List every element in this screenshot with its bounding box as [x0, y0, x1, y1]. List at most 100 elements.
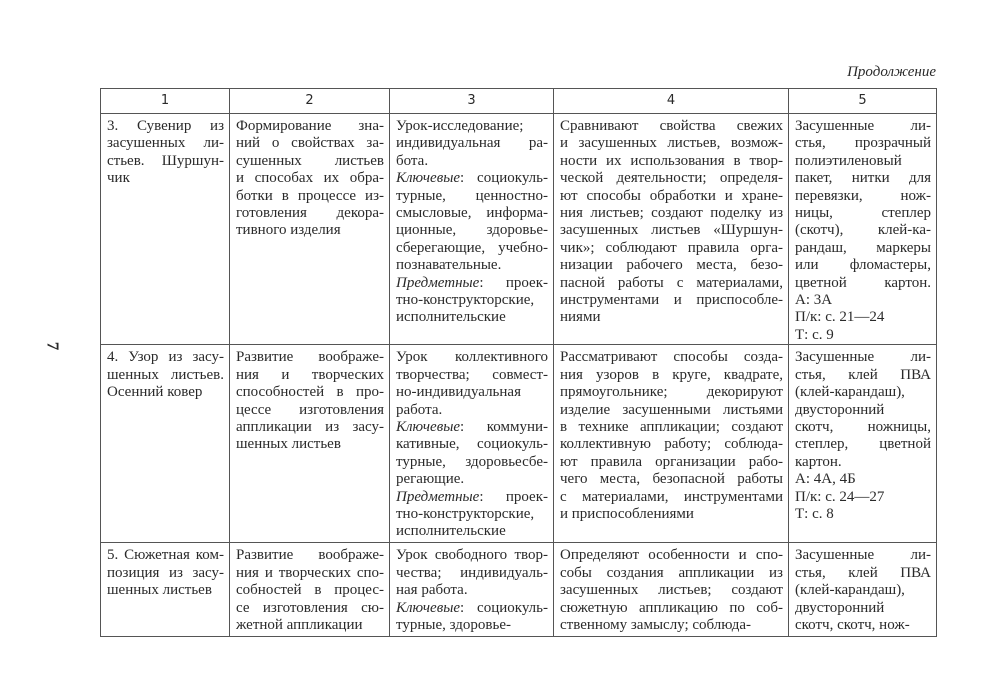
cell-line: сберегающие, учебно-: [396, 239, 548, 256]
cell-line: шенных листьев.: [107, 366, 224, 383]
cell-line: сюжетную аппликацию по соб-: [560, 599, 783, 616]
cell-line: но-индивидуальная: [396, 384, 521, 401]
cell-line: с материалами, инструментами: [560, 488, 783, 505]
cell-line: Урок свободного твор-: [396, 547, 548, 564]
cell-line: ницы, степлер: [795, 205, 931, 222]
column-header: 5: [788, 88, 937, 114]
cell-line: ственному замыслу; соблюда-: [560, 616, 752, 633]
cell-topic: 3. Сувенир из засушенных ли-стьев. Шуршун…: [100, 112, 230, 346]
cell-line: и способах их обра-: [236, 170, 384, 187]
cell-line: исполнительские: [396, 523, 506, 540]
cell-line: засушенных листьев «Шуршун-: [560, 222, 783, 239]
cell-line: скотч, скотч, нож-: [795, 616, 910, 633]
cell-line: тно-конструкторские,: [396, 292, 535, 309]
cell-line: цветной картон.: [795, 274, 931, 291]
cell-line: (клей-карандаш),: [795, 582, 905, 599]
cell-line: Рассматривают способы созда-: [560, 349, 783, 366]
table-row: 4. Узор из засу-шенных листьев. Осенний к…: [100, 344, 937, 544]
cell-line: собностей в процес-: [236, 582, 384, 599]
cell-line: А: 4А, 4Б: [795, 471, 856, 488]
cell-line: и засушенных листьев, возмож-: [560, 135, 783, 152]
cell-line: Т: с. 9: [795, 326, 834, 343]
column-header: 2: [229, 88, 390, 114]
cell-line: картон.: [795, 453, 842, 470]
cell-topic: 4. Узор из засу-шенных листьев. Осенний к…: [100, 344, 230, 544]
cell-activities: Определяют особенности и спо-собы создан…: [553, 542, 789, 638]
cell-goal: Развитие воображе-ния и творческих спо-с…: [229, 542, 390, 638]
cell-line: чик»; соблюдают правила орга-: [560, 239, 783, 256]
cell-line: засушенных листьев; создают: [560, 582, 783, 599]
competency-list: : проек-: [479, 274, 548, 291]
cell-line: аппликации из засу-: [236, 418, 384, 435]
cell-line: регающие.: [396, 471, 465, 488]
cell-line: Развитие воображе-: [236, 349, 384, 366]
table-row: 5. Сюжетная ком-позиция из засу-шенных л…: [100, 542, 937, 638]
column-header: 3: [389, 88, 554, 114]
cell-materials: Засушенные ли-стья, клей ПВА (клей-каранд…: [788, 542, 937, 638]
cell-line: исполнительские: [396, 309, 506, 326]
cell-line: готовления декора-: [236, 205, 384, 222]
cell-line: ниями: [560, 309, 601, 326]
table-row: 3. Сувенир из засушенных ли-стьев. Шуршун…: [100, 112, 937, 346]
cell-line: творчества; совмест-: [396, 366, 548, 383]
cell-line: ют способы обработки и хране-: [560, 187, 783, 204]
cell-line: шенных листьев: [236, 436, 341, 453]
cell-line: позиция из засу-: [107, 564, 224, 581]
cell-line: коллективную работу; соблюда-: [560, 436, 783, 453]
cell-line: (клей-карандаш),: [795, 384, 905, 401]
cell-line: П/к: с. 21—24: [795, 309, 885, 326]
cell-lesson-type: Урок коллективного творчества; совмест-но…: [389, 344, 554, 544]
cell-line: Сравнивают свойства свежих: [560, 118, 783, 134]
cell-line: перевязки, нож-: [795, 187, 931, 204]
cell-line: скотч, ножницы,: [795, 418, 931, 435]
cell-line: ют правила организации рабо-: [560, 453, 783, 470]
cell-line: бота.: [396, 152, 429, 169]
competency-list: : коммуни-: [460, 418, 548, 435]
column-header: 4: [553, 88, 789, 114]
cell-line: собы создания аппликации из: [560, 564, 783, 581]
cell-line: турные, здоровьесбе-: [396, 453, 548, 470]
cell-line: ния и творческих: [236, 366, 384, 383]
cell-line: Т: с. 8: [795, 505, 834, 522]
cell-line: Формирование зна-: [236, 118, 384, 134]
cell-line: ботки в процессе из-: [236, 187, 384, 204]
cell-line: Осенний ковер: [107, 384, 203, 401]
cell-line: тно-конструкторские,: [396, 505, 535, 522]
competency-label: Ключевые: [396, 418, 461, 435]
cell-line: ния узоров в круге, квадрате,: [560, 366, 783, 383]
cell-line: Урок коллективного: [396, 349, 548, 366]
cell-line: инструментами и приспособле-: [560, 292, 783, 309]
cell-line: 3. Сувенир из: [107, 118, 224, 134]
cell-line: индивидуальная ра-: [396, 135, 548, 152]
cell-line: Урок-исследование;: [396, 118, 524, 134]
cell-line: 4. Узор из засу-: [107, 349, 224, 366]
cell-line: чества; индивидуаль-: [396, 564, 548, 581]
cell-line: турные, здоровье-: [396, 616, 511, 633]
cell-line: познавательные.: [396, 257, 502, 274]
cell-line: А: 3А: [795, 292, 833, 309]
cell-line: стья, клей ПВА: [795, 564, 931, 581]
cell-line: пасной работы с материалами,: [560, 274, 783, 291]
cell-line: засушенных ли-: [107, 135, 224, 152]
cell-line: тивного изделия: [236, 222, 341, 239]
cell-line: ния и творческих спо-: [236, 564, 384, 581]
cell-line: полиэтиленовый: [795, 152, 902, 169]
cell-line: ческой деятельности; определя-: [560, 170, 783, 187]
cell-line: Ключевые: социокуль-: [396, 170, 548, 187]
cell-goal: Развитие воображе-ния и творческих способ…: [229, 344, 390, 544]
cell-line: способностей в про-: [236, 384, 384, 401]
cell-line: жетной аппликации: [236, 616, 363, 633]
cell-materials: Засушенные ли-стья, прозрачный полиэтилен…: [788, 112, 937, 346]
cell-line: Предметные: проек-: [396, 489, 548, 506]
cell-activities: Сравнивают свойства свежих и засушенных л…: [553, 112, 789, 346]
cell-line: Развитие воображе-: [236, 547, 384, 564]
cell-line: П/к: с. 24—27: [795, 488, 885, 505]
cell-materials: Засушенные ли-стья, клей ПВА (клей-каранд…: [788, 344, 937, 544]
cell-line: (скотч), клей-ка-: [795, 222, 931, 239]
column-header: 1: [100, 88, 230, 114]
cell-line: стьев. Шуршун-: [107, 152, 224, 169]
cell-line: двусторонний: [795, 401, 885, 418]
competency-list: : социокуль-: [460, 170, 548, 187]
cell-line: чего места, безопасной работы: [560, 471, 783, 488]
cell-line: степлер, цветной: [795, 436, 931, 453]
